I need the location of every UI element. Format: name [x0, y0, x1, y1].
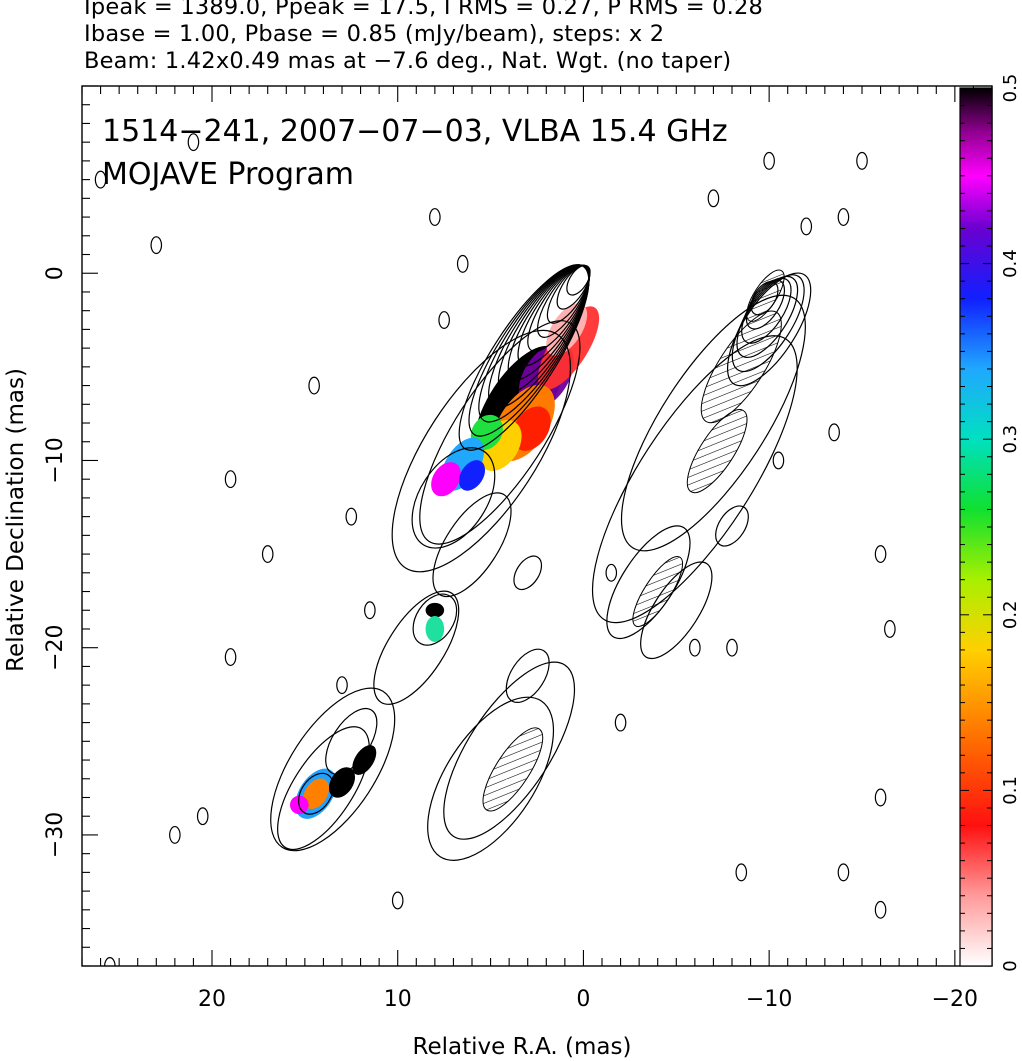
pol-blob — [425, 615, 445, 642]
intensity-contour — [391, 329, 571, 573]
pol-blob — [302, 778, 330, 810]
noise-contour — [763, 151, 775, 170]
colorbar-tick-label: 0 — [1000, 960, 1021, 971]
noise-contour — [772, 451, 785, 470]
noise-contour — [224, 470, 237, 489]
intensity-contours — [270, 264, 591, 852]
intensity-contour — [277, 726, 370, 851]
noise-contour — [605, 563, 618, 582]
noise-contour — [169, 825, 181, 844]
colorbar-tick-label: 0.3 — [1000, 425, 1021, 454]
noise-contour — [438, 311, 450, 329]
noise-contour — [874, 900, 887, 919]
chart-subtitle: MOJAVE Program — [102, 157, 354, 192]
noise-contour — [837, 863, 850, 882]
colorbar-tick-label: 0.1 — [1000, 776, 1021, 805]
noise-contour — [308, 376, 320, 395]
pol-blob — [431, 462, 461, 497]
noise-contour — [884, 620, 896, 638]
intensity-contour — [373, 590, 460, 705]
polarized-hatch — [746, 269, 785, 322]
colorbar-tick-label: 0.5 — [1000, 74, 1021, 103]
axis-ticks — [81, 85, 993, 967]
pol-blob — [352, 745, 377, 775]
map-layer — [94, 133, 896, 993]
intensity-contour — [270, 687, 396, 852]
y-tick-label: −20 — [43, 624, 68, 670]
pol-blob — [328, 767, 356, 798]
polarized-contour — [591, 335, 798, 624]
noise-contour — [94, 170, 107, 189]
polarized-contour — [620, 294, 806, 552]
noise-contour — [150, 236, 163, 255]
noise-contour — [261, 545, 274, 564]
x-tick-label: −10 — [746, 987, 792, 1012]
noise-contour — [364, 601, 376, 620]
chart-title: 1514−241, 2007−07−03, VLBA 15.4 GHz — [102, 114, 728, 149]
noise-contour — [420, 976, 430, 993]
noise-contour — [345, 507, 358, 526]
header-line-1: Ipeak = 1389.0, Ppeak = 17.5, I RMS = 0.… — [84, 0, 764, 20]
pol-blob — [425, 602, 445, 618]
noise-contour — [224, 648, 237, 667]
polarized-hatch — [482, 727, 544, 812]
intensity-contour — [432, 492, 512, 598]
polarized-contour — [505, 648, 550, 703]
colorbar-tick-label: 0.2 — [1000, 600, 1021, 629]
intensity-contour — [325, 707, 378, 775]
polarized-contour — [715, 505, 749, 547]
noise-contour — [726, 638, 738, 657]
polarization-image — [290, 303, 600, 819]
intensity-contour — [419, 320, 581, 545]
polarized-contour — [427, 696, 555, 861]
colorbar-tick-label: 0.4 — [1000, 249, 1021, 278]
noise-contour — [828, 423, 840, 442]
intensity-contour — [412, 593, 458, 646]
y-tick-label: −30 — [43, 812, 68, 858]
pol-blob — [512, 406, 551, 451]
polarized-contours — [427, 269, 812, 861]
noise-contour — [707, 189, 720, 208]
polarized-hatch — [632, 556, 683, 628]
polarized-hatch — [700, 310, 782, 424]
y-tick-label: 0 — [43, 266, 68, 280]
noise-contour — [456, 254, 469, 273]
x-tick-label: 0 — [576, 987, 590, 1012]
noise-contour — [429, 208, 441, 227]
noise-contour — [735, 863, 748, 882]
noise-contour — [614, 713, 627, 732]
noise-contour — [874, 545, 887, 564]
pol-blob — [458, 460, 486, 491]
intensity-contour — [298, 772, 334, 815]
colorbar-ticks — [960, 87, 992, 967]
intensity-contour — [566, 264, 591, 296]
x-tick-label: 10 — [384, 987, 412, 1012]
noise-contour — [856, 151, 868, 170]
x-axis-label: Relative R.A. (mas) — [413, 1034, 632, 1060]
header-line-2: Ibase = 1.00, Pbase = 0.85 (mJy/beam), s… — [84, 21, 665, 47]
plot-frame — [81, 85, 993, 967]
intensity-contour — [411, 447, 496, 549]
noise-contours — [94, 133, 896, 993]
noise-contour — [689, 638, 701, 657]
polarized-hatch — [686, 409, 748, 494]
noise-contour — [800, 217, 813, 236]
noise-contour — [104, 957, 116, 966]
noise-contour — [874, 788, 887, 807]
x-tick-label: 20 — [198, 987, 226, 1012]
noise-contour — [837, 208, 850, 227]
noise-contour — [187, 133, 200, 152]
x-tick-label: −20 — [932, 987, 978, 1012]
noise-contour — [336, 676, 348, 695]
y-tick-label: −10 — [43, 437, 68, 483]
intensity-contour — [513, 555, 543, 591]
header-line-3: Beam: 1.42x0.49 mas at −7.6 deg., Nat. W… — [84, 48, 732, 74]
noise-contour — [196, 807, 209, 826]
y-axis-label: Relative Declination (mas) — [3, 368, 29, 672]
noise-contour — [391, 891, 404, 910]
